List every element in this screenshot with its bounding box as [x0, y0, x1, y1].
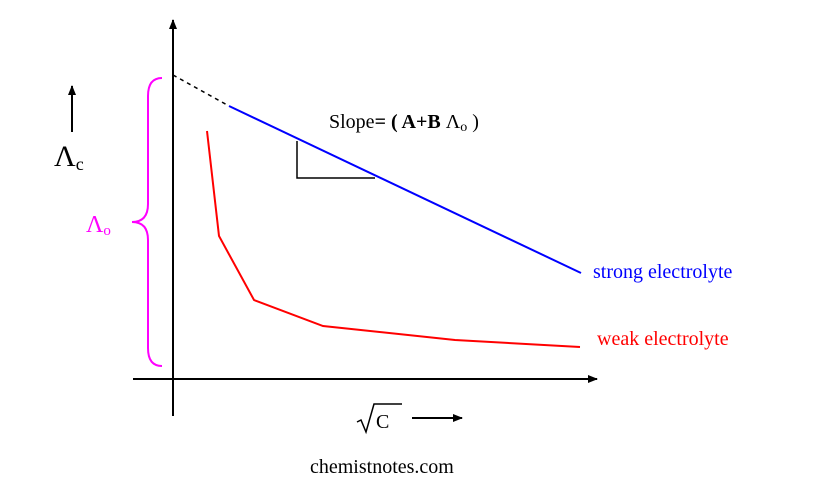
weak-electrolyte-curve [206, 130, 581, 348]
intercept-brace [131, 77, 163, 367]
sqrt-symbol-icon [356, 403, 402, 435]
credit-text: chemistnotes.com [310, 456, 454, 478]
y-axis-label: Λc [54, 140, 84, 174]
strong-extrapolation [172, 74, 230, 107]
slope-triangle [296, 141, 375, 179]
weak-electrolyte-label: weak electrolyte [597, 328, 729, 350]
strong-electrolyte-label: strong electrolyte [593, 261, 733, 283]
intercept-label: Λo [86, 212, 111, 239]
x-axis-label: C [376, 411, 389, 433]
strong-electrolyte-line [228, 105, 582, 274]
slope-label: Slope= ( A+B Λo ) [329, 111, 479, 135]
